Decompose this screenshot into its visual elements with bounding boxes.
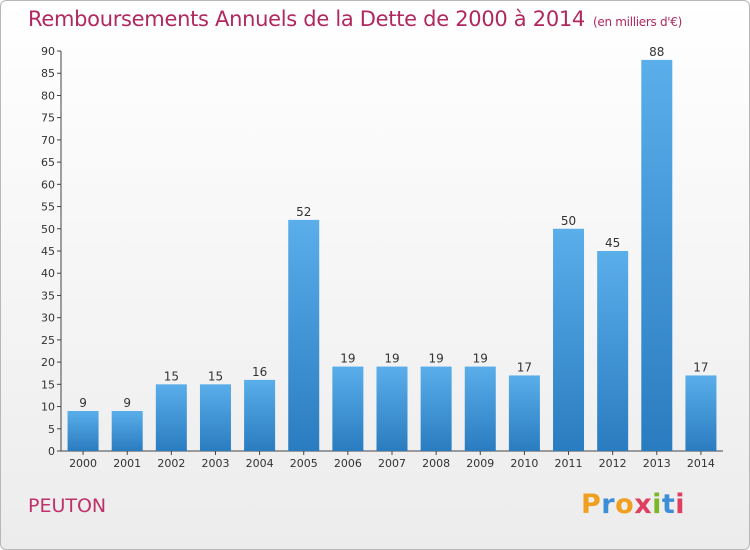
y-tick-label: 40 — [41, 267, 55, 280]
bar-2008 — [420, 366, 452, 451]
logo-letter: r — [601, 489, 616, 520]
y-axis: 0 5 10 15 20 25 30 35 40 45 50 55 60 65 70 75 80 85 90 — [41, 45, 62, 458]
y-tick-label: 60 — [41, 178, 55, 191]
x-tick-label: 2005 — [290, 457, 318, 470]
logo-letter: x — [634, 489, 653, 520]
x-tick-label: 2004 — [246, 457, 274, 470]
x-tick-label: 2002 — [157, 457, 185, 470]
y-tick-label: 50 — [41, 223, 55, 236]
data-label: 15 — [164, 369, 179, 383]
bar-2004 — [244, 379, 276, 451]
data-label: 50 — [561, 214, 576, 228]
data-label: 45 — [605, 236, 620, 250]
data-label: 88 — [649, 45, 664, 59]
data-label: 52 — [296, 205, 311, 219]
title-text: Remboursements Annuels de la Dette de 20… — [28, 7, 585, 31]
bar-2010 — [508, 375, 540, 451]
y-tick-label: 75 — [41, 112, 55, 125]
x-tick-label: 2001 — [113, 457, 141, 470]
x-tick-label: 2006 — [334, 457, 362, 470]
data-label: 19 — [384, 352, 399, 366]
y-tick-label: 90 — [41, 45, 55, 58]
y-tick-label: 20 — [41, 356, 55, 369]
logo-letter: o — [615, 489, 635, 520]
x-tick-label: 2014 — [687, 457, 715, 470]
x-tick-label: 2012 — [599, 457, 627, 470]
y-tick-label: 25 — [41, 334, 55, 347]
chart-title: Remboursements Annuels de la Dette de 20… — [28, 7, 682, 31]
y-tick-label: 35 — [41, 289, 55, 302]
x-tick-label: 2011 — [555, 457, 583, 470]
data-label: 17 — [693, 360, 708, 374]
y-tick-label: 55 — [41, 201, 55, 214]
bar-2007 — [376, 366, 408, 451]
y-tick-label: 10 — [41, 401, 55, 414]
y-tick-label: 15 — [41, 378, 55, 391]
bar-2003 — [199, 384, 231, 451]
y-tick-label: 70 — [41, 134, 55, 147]
unit-label: (en milliers d'€) — [593, 15, 683, 29]
data-label: 9 — [123, 396, 131, 410]
y-tick-label: 0 — [48, 445, 55, 458]
bar-2002 — [155, 384, 187, 451]
logo-letter: i — [652, 489, 662, 520]
x-tick-label: 2007 — [378, 457, 406, 470]
x-axis: 2000 2001 2002 2003 2004 2005 2006 2007 2008 2009… — [61, 450, 723, 470]
logo-letter: i — [675, 489, 686, 520]
bars: 9 9 15 15 16 52 19 19 19 19 17 50 45 88 17 — [67, 45, 717, 452]
bar-2014 — [685, 375, 717, 451]
bar-2009 — [464, 366, 496, 451]
y-tick-label: 85 — [41, 67, 55, 80]
bar-2000 — [67, 411, 99, 451]
x-tick-label: 2003 — [201, 457, 229, 470]
y-tick-label: 30 — [41, 312, 55, 325]
bar-2011 — [553, 228, 585, 451]
y-tick-label: 80 — [41, 89, 55, 102]
data-label: 17 — [517, 360, 532, 374]
bar-2013 — [641, 59, 673, 452]
data-label: 16 — [252, 365, 267, 379]
x-tick-label: 2013 — [643, 457, 671, 470]
x-tick-label: 2000 — [69, 457, 97, 470]
x-tick-label: 2008 — [422, 457, 450, 470]
proxiti-logo: Proxiti — [581, 489, 685, 520]
bar-2001 — [111, 411, 143, 451]
data-label: 19 — [473, 352, 488, 366]
data-label: 9 — [79, 396, 87, 410]
y-tick-label: 45 — [41, 245, 55, 258]
commune-name: PEUTON — [28, 495, 107, 517]
x-tick-label: 2009 — [466, 457, 494, 470]
logo-letter: P — [581, 489, 602, 520]
data-label: 19 — [340, 352, 355, 366]
bar-2012 — [597, 251, 629, 451]
logo-letter: t — [661, 489, 676, 520]
x-tick-label: 2010 — [510, 457, 538, 470]
y-tick-label: 65 — [41, 156, 55, 169]
data-label: 19 — [428, 352, 443, 366]
y-tick-label: 5 — [48, 423, 55, 436]
data-label: 15 — [208, 369, 223, 383]
bar-2005 — [288, 219, 320, 451]
bar-2006 — [332, 366, 364, 451]
